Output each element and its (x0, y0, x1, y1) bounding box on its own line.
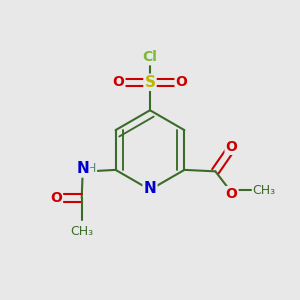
Text: O: O (226, 140, 238, 154)
Text: H: H (87, 163, 96, 176)
Text: CH₃: CH₃ (70, 225, 93, 238)
Text: CH₃: CH₃ (252, 184, 275, 197)
Text: N: N (76, 161, 89, 176)
Text: O: O (176, 75, 188, 89)
Text: O: O (50, 191, 62, 205)
Text: Cl: Cl (142, 50, 158, 64)
Text: O: O (112, 75, 124, 89)
Text: N: N (144, 181, 156, 196)
Text: S: S (145, 75, 155, 90)
Text: O: O (226, 187, 238, 201)
